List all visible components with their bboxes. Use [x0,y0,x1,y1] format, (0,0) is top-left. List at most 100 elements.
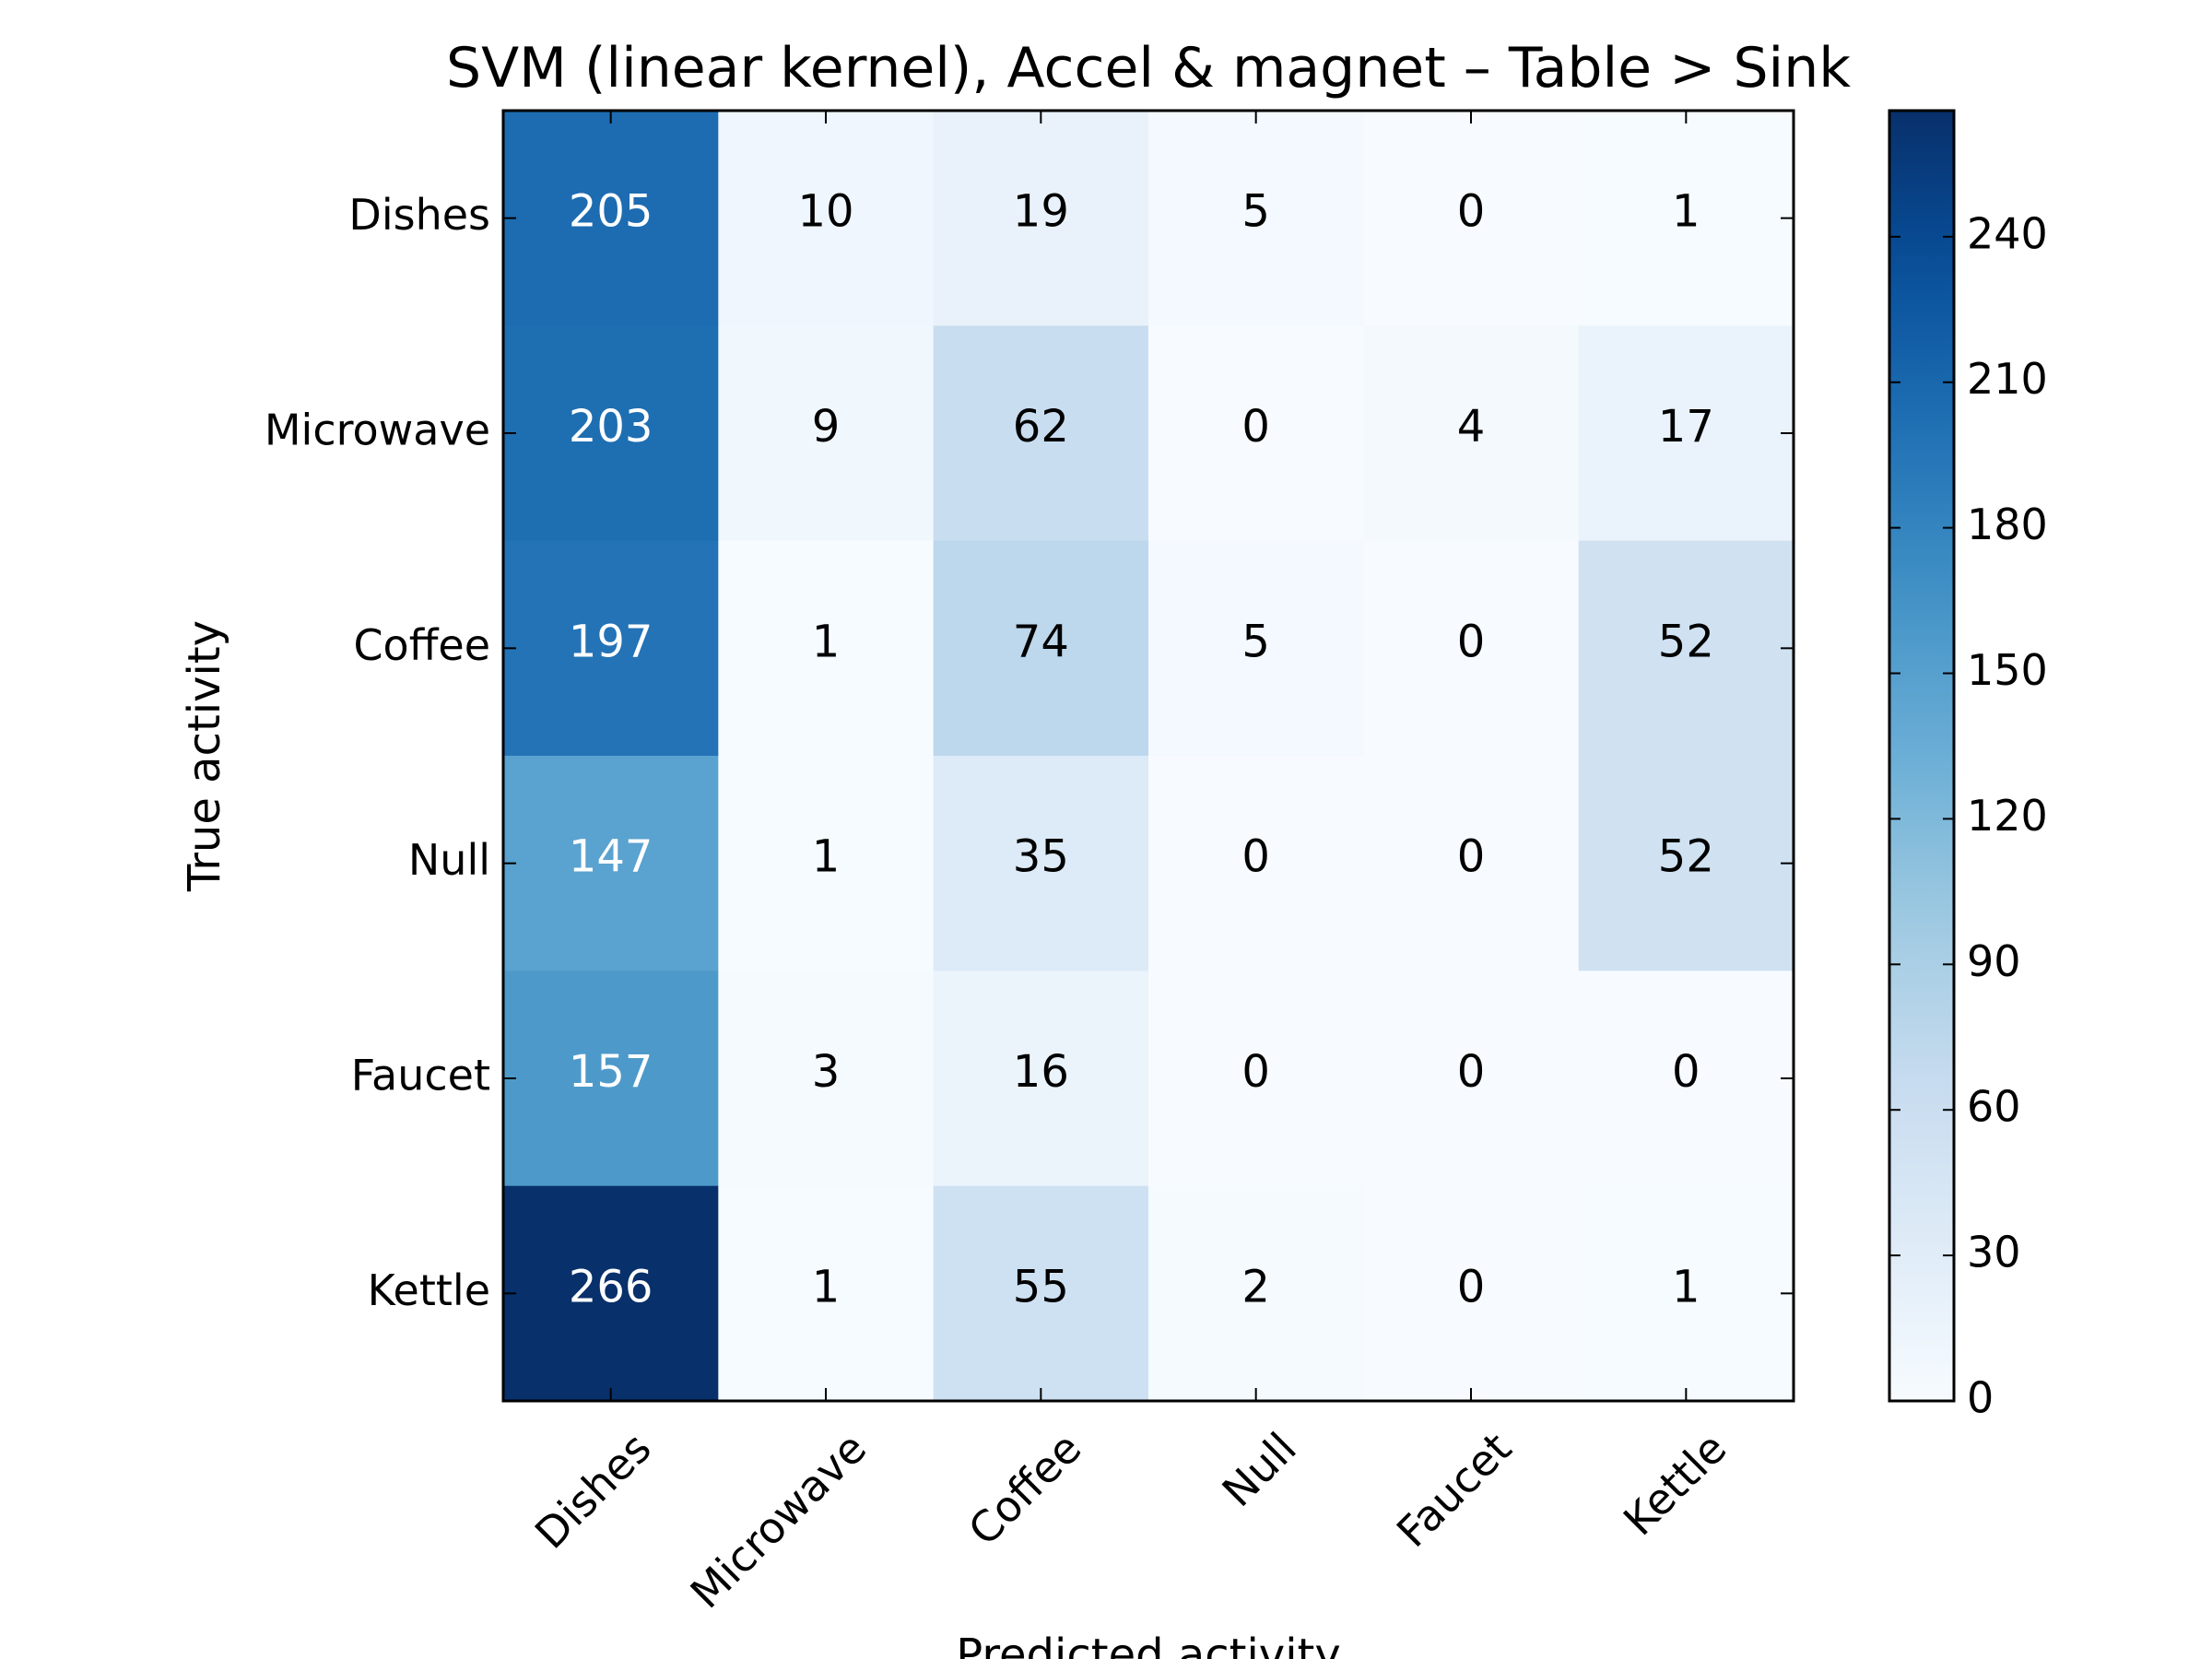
heatmap-cell [933,540,1149,757]
colorbar-tick-label: 90 [1967,936,2021,986]
cell-value-label: 0 [1241,831,1270,883]
x-tick-label: Dishes [525,1423,661,1559]
heatmap-cell [1578,540,1794,757]
heatmap-cell [503,1185,719,1402]
heatmap-cell [1148,756,1364,971]
heatmap-cell [1578,756,1794,971]
y-tick-label: Faucet [351,1051,490,1100]
heatmap-cell [1148,1185,1364,1402]
heatmap-cell [1363,1185,1580,1402]
cell-value-label: 1 [1672,186,1700,238]
heatmap-cell [718,111,935,326]
y-tick-label: Dishes [348,190,490,240]
heatmap-cell [933,971,1149,1187]
heatmap-cell [933,1185,1149,1402]
cell-value-label: 0 [1457,616,1486,667]
heatmap-cell [1148,111,1364,326]
heatmap-cell [718,756,935,971]
colorbar-tick-label: 0 [1967,1373,1994,1423]
cell-value-label: 1 [812,831,841,883]
cell-value-label: 4 [1457,401,1486,453]
x-tick-label: Faucet [1387,1423,1521,1557]
heatmap-cell [718,1185,935,1402]
cell-value-label: 266 [569,1261,653,1312]
heatmap-cells [503,111,1794,1402]
cell-value-label: 0 [1241,1046,1270,1098]
cell-value-label: 19 [1013,186,1069,238]
heatmap-cell [503,756,719,971]
cell-value-label: 205 [569,186,653,238]
x-tick-label: Kettle [1614,1423,1735,1545]
cell-value-label: 0 [1457,1261,1486,1312]
cell-value-label: 147 [569,831,653,883]
colorbar-tick-label: 210 [1967,354,2048,404]
cell-value-label: 2 [1241,1261,1270,1312]
colorbar-tick-label: 240 [1967,208,2048,258]
heatmap-cell [1363,111,1580,326]
heatmap-cell [718,325,935,542]
cell-value-label: 1 [1672,1261,1700,1312]
heatmap-cell [503,111,719,326]
heatmap-cell [503,540,719,757]
colorbar [1888,109,1956,1403]
colorbar-tick-label: 60 [1967,1082,2021,1132]
heatmap-cell [1578,971,1794,1187]
x-tick-label: Microwave [681,1423,877,1618]
cell-value-label: 197 [569,616,653,667]
cell-value-label: 16 [1013,1046,1069,1098]
cell-value-label: 0 [1457,186,1486,238]
heatmap-cell [1578,325,1794,542]
cell-value-label: 35 [1013,831,1069,883]
heatmap-cell [1363,540,1580,757]
heatmap-cell [1148,540,1364,757]
heatmap-cell [1578,111,1794,326]
x-tick-label: Null [1213,1423,1306,1516]
heatmap-cell [933,756,1149,971]
cell-value-label: 10 [797,186,853,238]
cell-value-label: 0 [1457,1046,1486,1098]
x-tick-label: Coffee [959,1423,1090,1555]
cell-value-label: 203 [569,401,653,453]
chart-title: SVM (linear kernel), Accel & magnet – Ta… [446,36,1851,100]
cell-value-label: 5 [1241,616,1270,667]
colorbar-tick-label: 180 [1967,500,2048,549]
y-axis-ticks: Dishes Microwave Coffee Null Faucet Kettle [265,190,1794,1315]
heatmap-cell [1148,971,1364,1187]
heatmap-cell [933,325,1149,542]
cell-value-label: 17 [1658,401,1714,453]
cell-value-label: 0 [1457,831,1486,883]
cell-value-label: 52 [1658,616,1714,667]
cell-value-label: 5 [1241,186,1270,238]
cell-value-label: 62 [1013,401,1069,453]
cell-value-label: 1 [812,1261,841,1312]
cell-value-label: 52 [1658,831,1714,883]
colorbar-tick-label: 120 [1967,791,2048,841]
heatmap-cell [933,111,1149,326]
heatmap-cell [1363,971,1580,1187]
cell-value-label: 0 [1672,1046,1700,1098]
cell-value-label: 3 [812,1046,841,1098]
colorbar-ticks: 0 30 60 90 120 150 180 210 240 [1889,208,2048,1423]
heatmap-cell [1363,756,1580,971]
colorbar-tick-label: 150 [1967,645,2048,695]
heatmap-cell [1578,1185,1794,1402]
x-axis-label: Predicted activity [956,1630,1341,1659]
heatmap-cell [718,540,935,757]
cell-value-label: 157 [569,1046,653,1098]
cell-value-label: 74 [1013,616,1069,667]
cell-value-label: 9 [812,401,841,453]
y-axis-label: True activity [179,620,230,892]
plot-frame [501,109,1795,1403]
heatmap-cell [1148,325,1364,542]
cell-value-label: 55 [1013,1261,1069,1312]
cell-value-label: 0 [1241,401,1270,453]
colorbar-tick-label: 30 [1967,1228,2021,1277]
cell-value-label: 1 [812,616,841,667]
y-tick-label: Null [408,835,490,885]
heatmap-cell [718,971,935,1187]
y-tick-label: Coffee [353,620,490,670]
heatmap-cell [503,325,719,542]
y-tick-label: Kettle [368,1265,490,1315]
